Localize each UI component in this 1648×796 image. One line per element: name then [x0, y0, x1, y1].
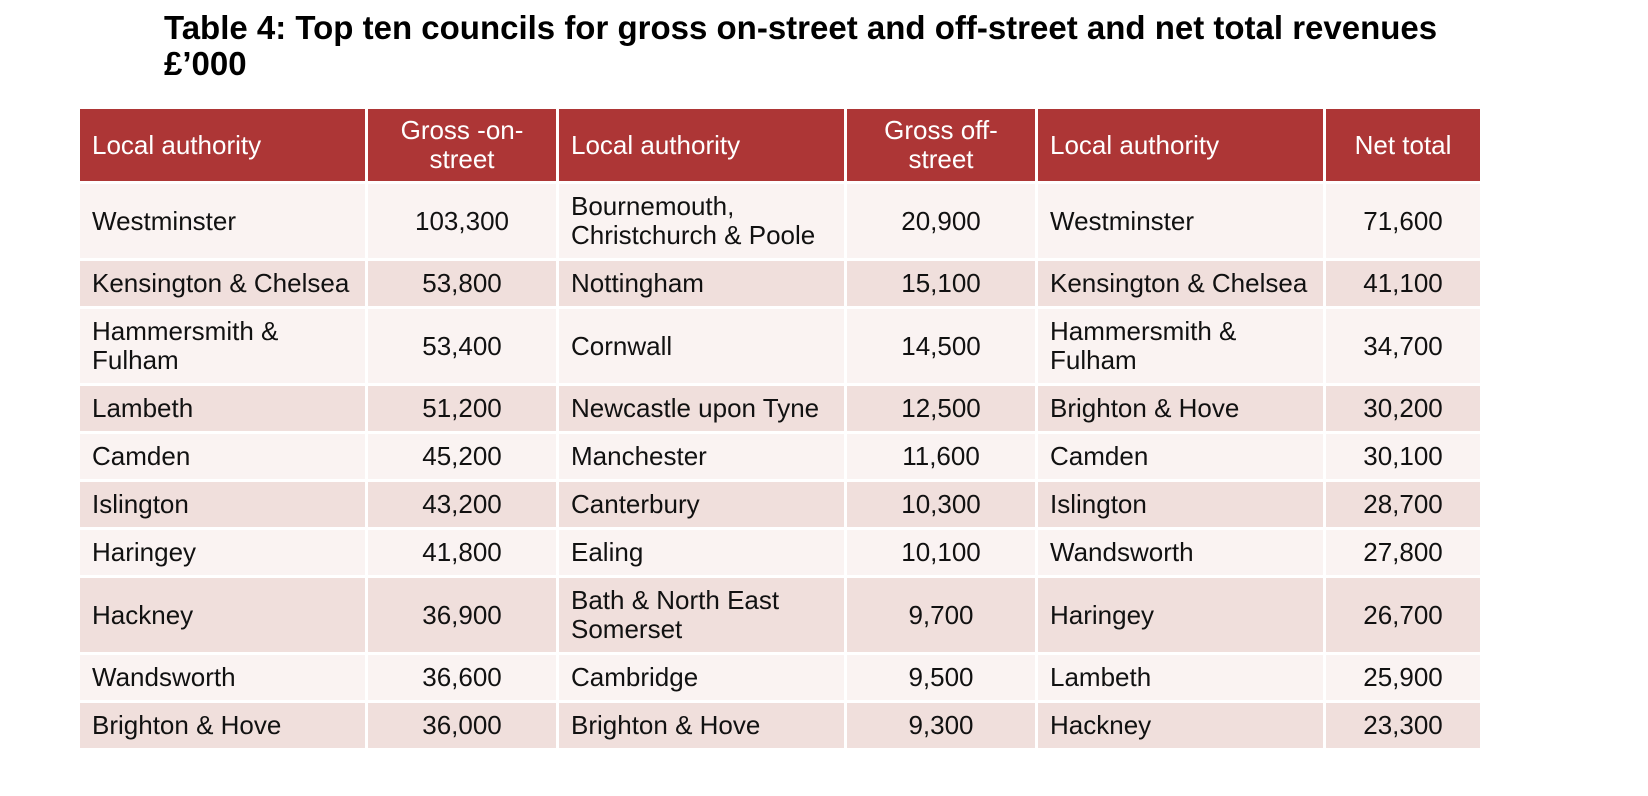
- net-value: 26,700: [1326, 578, 1480, 652]
- on-street-authority: Camden: [80, 434, 365, 479]
- header-gross-on-street: Gross -on-street: [368, 109, 556, 181]
- net-value: 30,100: [1326, 434, 1480, 479]
- off-street-authority: Canterbury: [559, 482, 844, 527]
- on-street-authority: Lambeth: [80, 386, 365, 431]
- net-authority: Kensington & Chelsea: [1038, 261, 1323, 306]
- off-street-authority: Cornwall: [559, 309, 844, 383]
- table-row: Westminster 103,300 Bournemouth, Christc…: [80, 184, 1480, 258]
- table-row: Islington 43,200 Canterbury 10,300 Islin…: [80, 482, 1480, 527]
- off-street-value: 10,100: [847, 530, 1035, 575]
- on-street-value: 53,800: [368, 261, 556, 306]
- on-street-authority: Hammersmith & Fulham: [80, 309, 365, 383]
- off-street-authority: Bournemouth, Christchurch & Poole: [559, 184, 844, 258]
- table-row: Hammersmith & Fulham 53,400 Cornwall 14,…: [80, 309, 1480, 383]
- net-authority: Westminster: [1038, 184, 1323, 258]
- table-row: Haringey 41,800 Ealing 10,100 Wandsworth…: [80, 530, 1480, 575]
- off-street-value: 9,700: [847, 578, 1035, 652]
- table-row: Lambeth 51,200 Newcastle upon Tyne 12,50…: [80, 386, 1480, 431]
- off-street-value: 9,300: [847, 703, 1035, 748]
- on-street-value: 41,800: [368, 530, 556, 575]
- on-street-value: 36,900: [368, 578, 556, 652]
- off-street-authority: Manchester: [559, 434, 844, 479]
- off-street-authority: Ealing: [559, 530, 844, 575]
- off-street-authority: Bath & North East Somerset: [559, 578, 844, 652]
- header-local-authority-net: Local authority: [1038, 109, 1323, 181]
- table-body: Westminster 103,300 Bournemouth, Christc…: [80, 184, 1480, 748]
- off-street-value: 12,500: [847, 386, 1035, 431]
- table-row: Wandsworth 36,600 Cambridge 9,500 Lambet…: [80, 655, 1480, 700]
- table-row: Kensington & Chelsea 53,800 Nottingham 1…: [80, 261, 1480, 306]
- net-authority: Lambeth: [1038, 655, 1323, 700]
- header-gross-off-street: Gross off-street: [847, 109, 1035, 181]
- on-street-authority: Westminster: [80, 184, 365, 258]
- net-value: 27,800: [1326, 530, 1480, 575]
- net-value: 28,700: [1326, 482, 1480, 527]
- net-value: 23,300: [1326, 703, 1480, 748]
- net-authority: Islington: [1038, 482, 1323, 527]
- revenue-table: Local authority Gross -on-street Local a…: [77, 106, 1483, 751]
- net-value: 30,200: [1326, 386, 1480, 431]
- on-street-value: 51,200: [368, 386, 556, 431]
- on-street-value: 45,200: [368, 434, 556, 479]
- off-street-authority: Newcastle upon Tyne: [559, 386, 844, 431]
- on-street-value: 36,600: [368, 655, 556, 700]
- on-street-authority: Wandsworth: [80, 655, 365, 700]
- off-street-authority: Nottingham: [559, 261, 844, 306]
- net-authority: Hackney: [1038, 703, 1323, 748]
- table-header: Local authority Gross -on-street Local a…: [80, 109, 1480, 181]
- table-title: Table 4: Top ten councils for gross on-s…: [164, 9, 1438, 82]
- net-authority: Hammersmith & Fulham: [1038, 309, 1323, 383]
- on-street-authority: Hackney: [80, 578, 365, 652]
- net-value: 25,900: [1326, 655, 1480, 700]
- header-local-authority-on-street: Local authority: [80, 109, 365, 181]
- off-street-authority: Cambridge: [559, 655, 844, 700]
- on-street-value: 43,200: [368, 482, 556, 527]
- header-row: Local authority Gross -on-street Local a…: [80, 109, 1480, 181]
- header-net-total: Net total: [1326, 109, 1480, 181]
- off-street-value: 9,500: [847, 655, 1035, 700]
- net-authority: Brighton & Hove: [1038, 386, 1323, 431]
- on-street-authority: Haringey: [80, 530, 365, 575]
- on-street-value: 103,300: [368, 184, 556, 258]
- off-street-authority: Brighton & Hove: [559, 703, 844, 748]
- net-authority: Wandsworth: [1038, 530, 1323, 575]
- on-street-authority: Islington: [80, 482, 365, 527]
- off-street-value: 15,100: [847, 261, 1035, 306]
- header-local-authority-off-street: Local authority: [559, 109, 844, 181]
- on-street-value: 36,000: [368, 703, 556, 748]
- off-street-value: 11,600: [847, 434, 1035, 479]
- off-street-value: 10,300: [847, 482, 1035, 527]
- off-street-value: 14,500: [847, 309, 1035, 383]
- net-value: 41,100: [1326, 261, 1480, 306]
- table-row: Hackney 36,900 Bath & North East Somerse…: [80, 578, 1480, 652]
- on-street-value: 53,400: [368, 309, 556, 383]
- table-row: Camden 45,200 Manchester 11,600 Camden 3…: [80, 434, 1480, 479]
- on-street-authority: Brighton & Hove: [80, 703, 365, 748]
- net-value: 71,600: [1326, 184, 1480, 258]
- table-row: Brighton & Hove 36,000 Brighton & Hove 9…: [80, 703, 1480, 748]
- net-authority: Haringey: [1038, 578, 1323, 652]
- net-value: 34,700: [1326, 309, 1480, 383]
- off-street-value: 20,900: [847, 184, 1035, 258]
- on-street-authority: Kensington & Chelsea: [80, 261, 365, 306]
- net-authority: Camden: [1038, 434, 1323, 479]
